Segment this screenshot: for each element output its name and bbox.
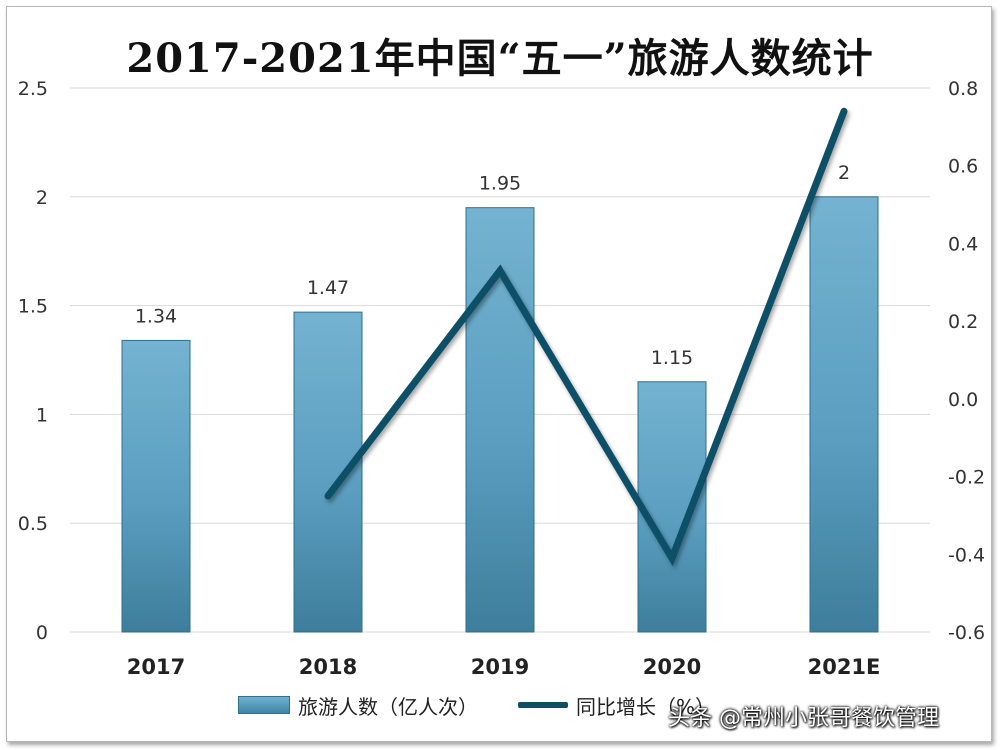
legend-bar-swatch — [238, 696, 290, 714]
y-right-tick-label: 0.2 — [948, 311, 978, 333]
x-category-label: 2019 — [471, 655, 529, 679]
legend-bar-label: 旅游人数（亿人次） — [298, 694, 478, 719]
bar-data-label: 1.15 — [651, 347, 693, 369]
bar — [637, 381, 707, 633]
y-right-tick-label: 0.4 — [948, 233, 978, 255]
legend: 旅游人数（亿人次） 同比增长（%） — [238, 690, 755, 720]
x-category-label: 2020 — [643, 655, 701, 679]
bar — [121, 339, 191, 633]
y-right-tick-label: 0.6 — [948, 156, 978, 178]
legend-item-line: 同比增长（%） — [518, 691, 715, 720]
y-left-tick-label: 0 — [36, 622, 48, 644]
growth-line — [324, 107, 848, 567]
line-series — [324, 107, 848, 567]
y-right-tick-label: 0.8 — [948, 78, 978, 100]
y-left-tick-label: 2.5 — [18, 78, 48, 100]
line-point — [843, 110, 845, 113]
line-point — [671, 557, 673, 560]
y-right-tick-label: -0.2 — [948, 467, 985, 489]
legend-line-swatch — [518, 702, 568, 708]
y-left-tick-label: 0.5 — [18, 513, 48, 535]
y-left-tick-label: 2 — [36, 187, 48, 209]
bar-data-label: 1.47 — [307, 277, 349, 299]
y-left-tick-label: 1 — [36, 404, 48, 426]
x-category-label: 2017 — [127, 655, 185, 679]
watermark: 头条 @常州小张哥餐饮管理 — [668, 706, 939, 731]
bar — [809, 196, 879, 633]
bar-data-label: 2 — [838, 162, 850, 184]
bar-data-label: 1.34 — [135, 305, 177, 327]
x-category-label: 2021E — [808, 655, 881, 679]
bar — [293, 311, 363, 633]
bar — [465, 207, 535, 633]
y-right-tick-label: -0.4 — [948, 544, 985, 566]
x-category-label: 2018 — [299, 655, 357, 679]
y-right-tick-label: 0.0 — [948, 389, 978, 411]
bar-data-label: 1.95 — [479, 173, 521, 195]
line-point — [499, 269, 501, 272]
legend-item-bars: 旅游人数（亿人次） — [238, 691, 478, 720]
legend-line-label: 同比增长（%） — [576, 694, 716, 719]
chart-title: 2017-2021年中国“五一”旅游人数统计 — [126, 35, 874, 82]
y-left-tick-label: 1.5 — [18, 296, 48, 318]
line-point — [327, 495, 329, 497]
labels: 0 0.5 1 1.5 2 2.5 -0.6 -0.4 -0.2 0.0 0.2 0.4 0.6 0.8 1… — [18, 78, 985, 679]
y-right-tick-label: -0.6 — [948, 622, 985, 644]
